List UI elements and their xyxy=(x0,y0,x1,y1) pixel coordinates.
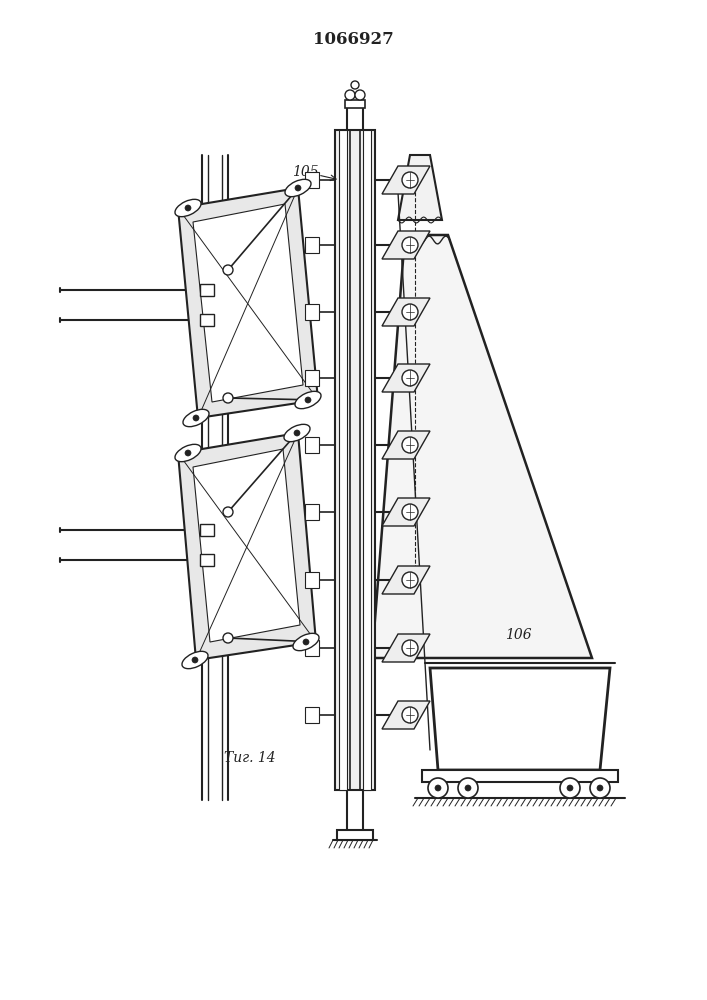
Circle shape xyxy=(590,778,610,798)
Circle shape xyxy=(193,415,199,421)
Polygon shape xyxy=(382,701,430,729)
Circle shape xyxy=(402,707,418,723)
Bar xyxy=(337,830,373,840)
Circle shape xyxy=(402,237,418,253)
Ellipse shape xyxy=(293,633,319,651)
Text: 106: 106 xyxy=(505,628,532,642)
Polygon shape xyxy=(193,204,303,402)
Circle shape xyxy=(402,437,418,453)
Bar xyxy=(305,437,319,453)
Ellipse shape xyxy=(183,409,209,427)
Bar xyxy=(305,304,319,320)
Circle shape xyxy=(185,205,191,211)
Circle shape xyxy=(458,778,478,798)
Circle shape xyxy=(305,397,311,403)
Circle shape xyxy=(597,785,603,791)
Circle shape xyxy=(402,640,418,656)
Bar xyxy=(339,130,347,790)
Bar xyxy=(305,172,319,188)
Polygon shape xyxy=(382,566,430,594)
Bar xyxy=(200,314,214,326)
Bar xyxy=(305,504,319,520)
Circle shape xyxy=(402,504,418,520)
Circle shape xyxy=(351,81,359,89)
Circle shape xyxy=(428,778,448,798)
Polygon shape xyxy=(382,231,430,259)
Polygon shape xyxy=(178,188,318,418)
Circle shape xyxy=(294,430,300,436)
Polygon shape xyxy=(178,433,316,660)
Bar xyxy=(200,554,214,566)
Ellipse shape xyxy=(285,179,311,197)
Bar xyxy=(335,130,375,790)
Bar xyxy=(305,707,319,723)
Bar xyxy=(305,572,319,588)
Circle shape xyxy=(402,304,418,320)
Circle shape xyxy=(192,657,198,663)
Polygon shape xyxy=(382,298,430,326)
Circle shape xyxy=(303,639,309,645)
Circle shape xyxy=(223,633,233,643)
Ellipse shape xyxy=(175,444,201,462)
Circle shape xyxy=(185,450,191,456)
Polygon shape xyxy=(193,449,300,642)
Polygon shape xyxy=(382,634,430,662)
Circle shape xyxy=(560,778,580,798)
Polygon shape xyxy=(382,166,430,194)
Circle shape xyxy=(402,572,418,588)
Bar xyxy=(363,130,371,790)
Polygon shape xyxy=(430,668,610,770)
Ellipse shape xyxy=(175,199,201,217)
Bar xyxy=(305,640,319,656)
Circle shape xyxy=(295,185,301,191)
Polygon shape xyxy=(382,498,430,526)
Ellipse shape xyxy=(182,651,208,669)
Bar xyxy=(305,237,319,253)
Text: 105: 105 xyxy=(292,165,318,179)
Bar xyxy=(200,524,214,536)
Circle shape xyxy=(345,90,355,100)
Circle shape xyxy=(567,785,573,791)
Bar xyxy=(200,284,214,296)
Circle shape xyxy=(223,393,233,403)
Bar xyxy=(345,100,365,108)
Polygon shape xyxy=(382,431,430,459)
Polygon shape xyxy=(372,235,592,658)
Text: 1066927: 1066927 xyxy=(312,31,393,48)
Circle shape xyxy=(355,90,365,100)
Ellipse shape xyxy=(295,391,321,409)
Bar xyxy=(305,370,319,386)
Polygon shape xyxy=(382,364,430,392)
Circle shape xyxy=(223,265,233,275)
Circle shape xyxy=(435,785,441,791)
Ellipse shape xyxy=(284,424,310,442)
Text: Τиг. 14: Τиг. 14 xyxy=(224,751,276,765)
Circle shape xyxy=(402,370,418,386)
Circle shape xyxy=(223,507,233,517)
Circle shape xyxy=(465,785,471,791)
Bar xyxy=(422,770,618,782)
Circle shape xyxy=(402,172,418,188)
Polygon shape xyxy=(398,155,442,220)
